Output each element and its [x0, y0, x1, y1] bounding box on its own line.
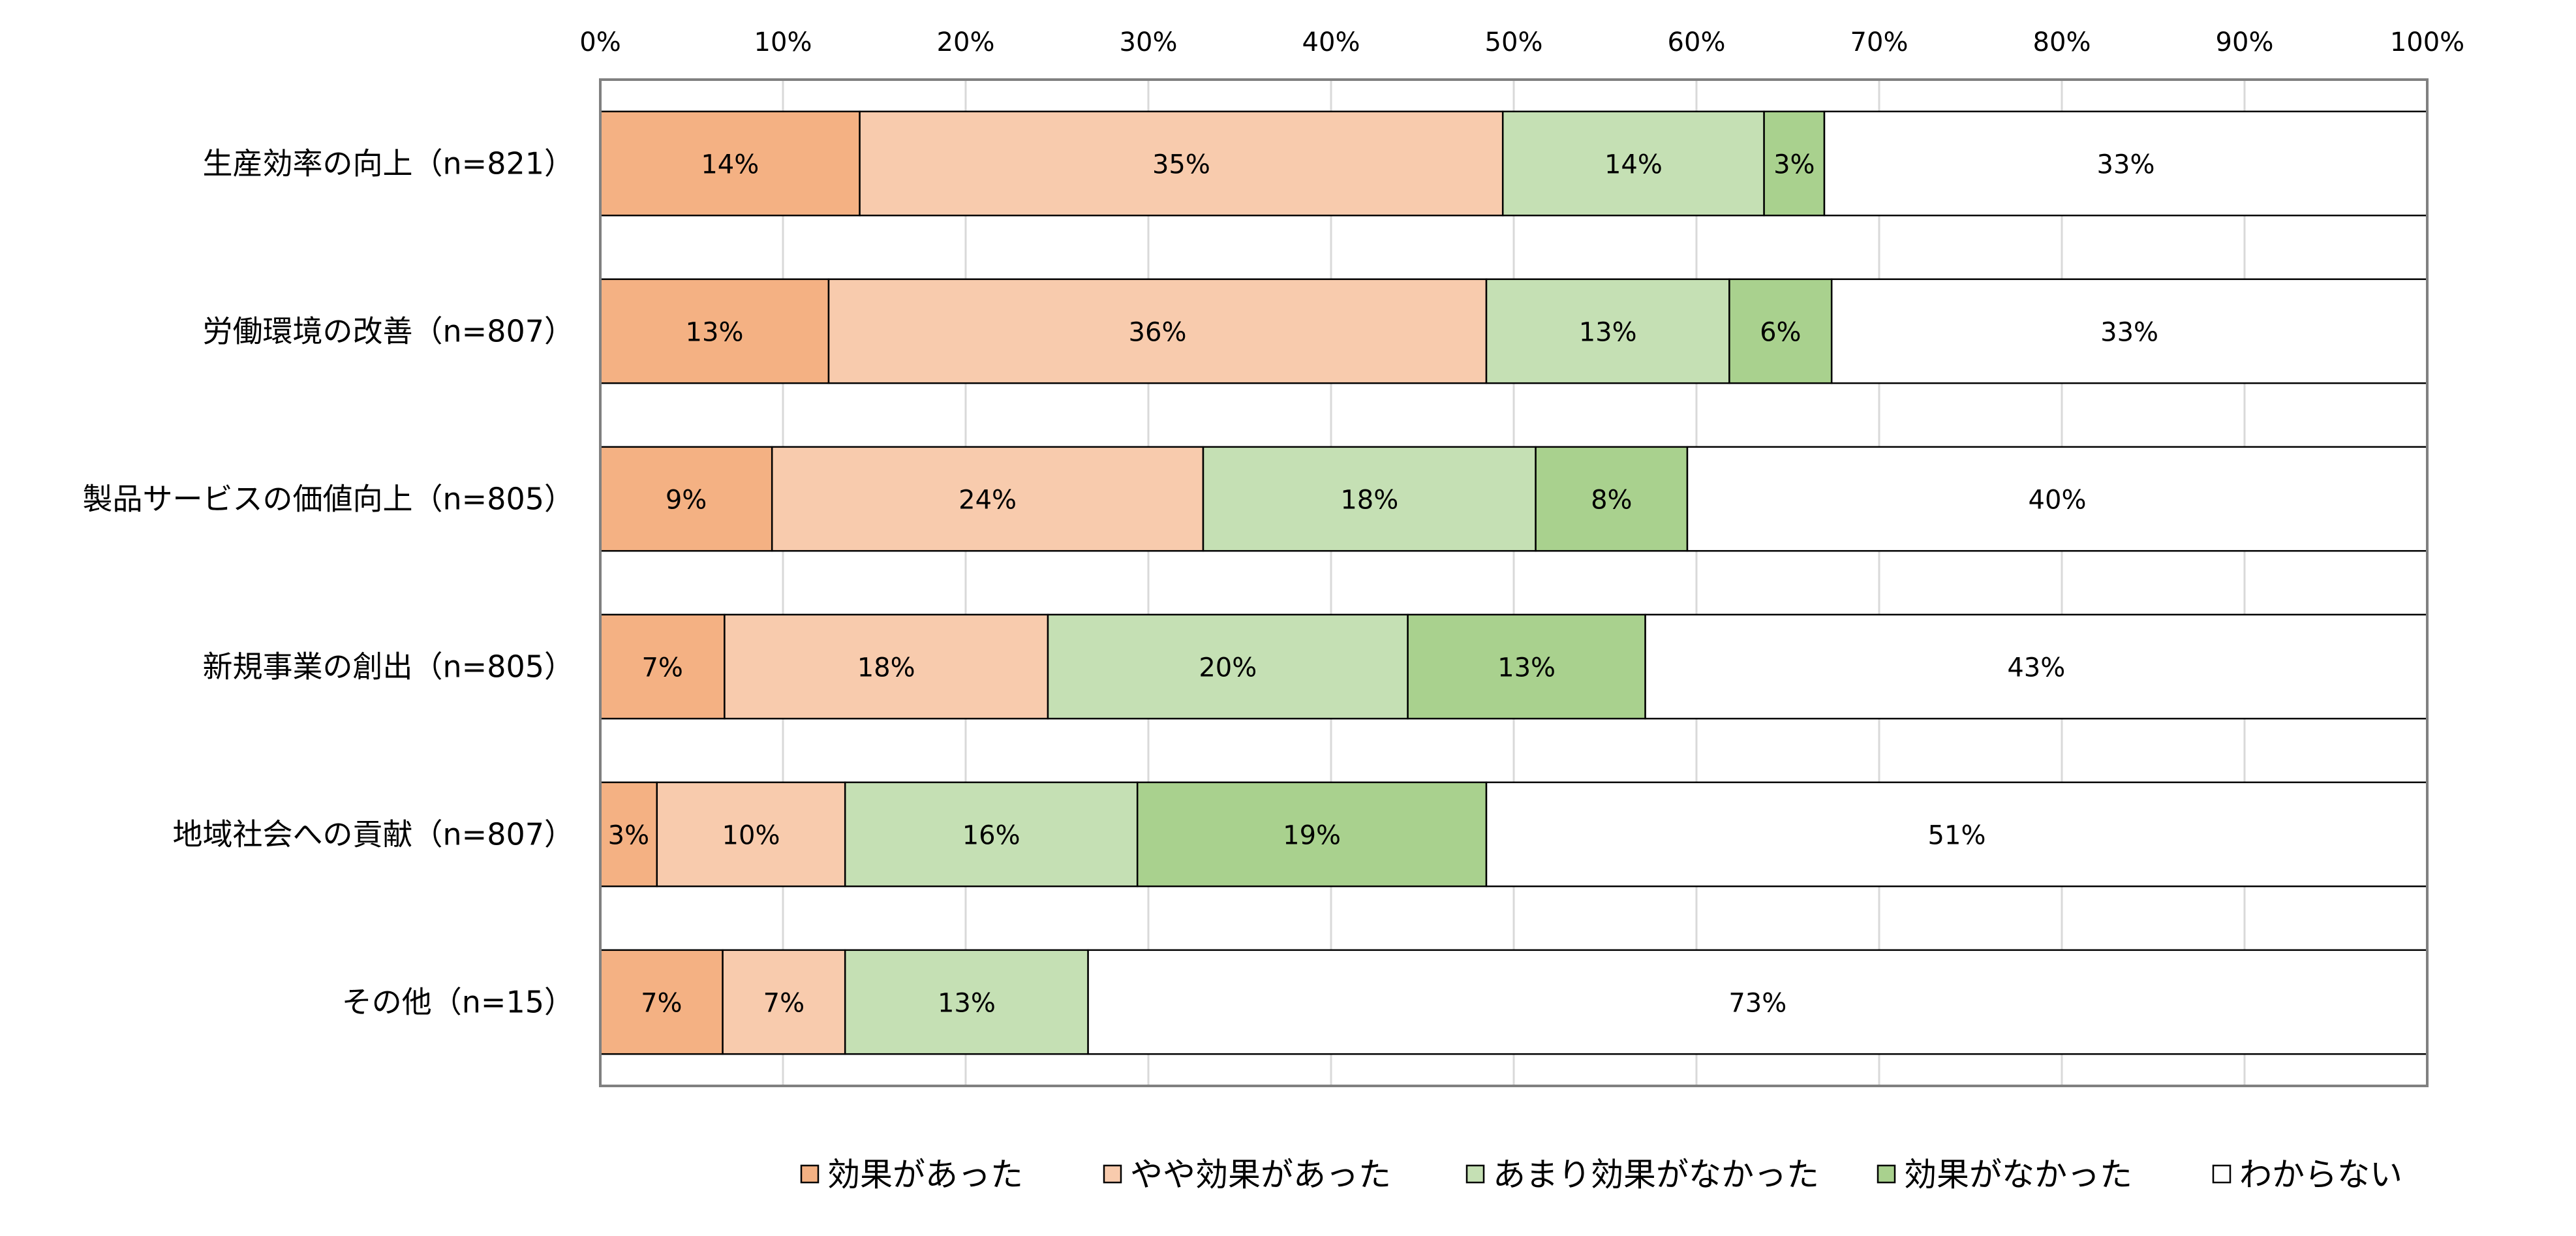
bar-segment	[844, 781, 1139, 888]
x-tick-label: 10%	[754, 27, 812, 57]
data-label: 33%	[2097, 150, 2155, 180]
bar-segment	[1485, 278, 1730, 384]
category-label: 製品サービスの価値向上（n=805）	[83, 482, 575, 517]
bar-segment	[1830, 278, 2429, 384]
bar-segment	[1763, 110, 1826, 217]
bar-segment	[656, 781, 846, 888]
data-label: 40%	[2029, 486, 2087, 516]
data-label: 8%	[1591, 486, 1632, 516]
data-label: 43%	[2007, 653, 2065, 683]
bar-segment	[1047, 613, 1409, 720]
bar-segment	[599, 278, 830, 384]
x-axis-ticks: 0% 10% 20% 30% 40% 50% 60% 70% 80% 90% 100%	[579, 27, 2464, 57]
bar-segment	[859, 110, 1504, 217]
x-tick-label: 80%	[2033, 27, 2091, 57]
category-label: 労働環境の改善（n=807）	[203, 314, 575, 349]
bar-segment	[1686, 446, 2429, 552]
plot-area-border	[599, 78, 2429, 1087]
category-label: 新規事業の創出（n=805）	[203, 649, 575, 685]
data-label: 35%	[1152, 150, 1210, 180]
x-tick-label: 20%	[937, 27, 995, 57]
data-label: 18%	[1340, 486, 1398, 516]
x-tick-label: 50%	[1485, 27, 1543, 57]
legend-swatch	[800, 1164, 820, 1184]
bar-segment	[599, 110, 861, 217]
x-tick-label: 90%	[2216, 27, 2274, 57]
data-label: 7%	[641, 989, 682, 1019]
data-label: 3%	[1773, 150, 1815, 180]
gridlines	[782, 80, 2246, 1086]
bar-segment	[722, 949, 846, 1055]
bar-segment	[724, 613, 1049, 720]
category-labels: 生産効率の向上（n=821） 労働環境の改善（n=807） 製品サービスの価値向上（…	[83, 146, 575, 1020]
bar-segment	[1535, 446, 1689, 552]
x-tick-label: 40%	[1302, 27, 1360, 57]
data-label: 9%	[666, 486, 707, 516]
legend-label: 効果がなかった	[1904, 1156, 2132, 1194]
data-label: 20%	[1199, 653, 1257, 683]
data-label: 19%	[1283, 821, 1341, 851]
data-label: 6%	[1760, 318, 1801, 348]
data-label: 18%	[857, 653, 915, 683]
bar-segment	[844, 949, 1089, 1055]
data-label: 16%	[962, 821, 1020, 851]
data-label: 13%	[1497, 653, 1556, 683]
legend-swatch	[1103, 1164, 1122, 1184]
x-tick-label: 60%	[1668, 27, 1726, 57]
legend-swatch	[1465, 1164, 1485, 1184]
legend-swatch	[1877, 1164, 1896, 1184]
data-label: 7%	[763, 989, 805, 1019]
data-label: 36%	[1129, 318, 1187, 348]
x-tick-label: 0%	[579, 27, 621, 57]
data-label: 14%	[701, 150, 759, 180]
legend-label: わからない	[2239, 1156, 2402, 1194]
bar-segment	[1644, 613, 2429, 720]
legend-swatch	[2212, 1164, 2231, 1184]
legend: 効果があった やや効果があった あまり効果がなかった 効果がなかった わからない	[800, 1156, 2402, 1194]
bar-segment	[599, 949, 724, 1055]
data-label: 13%	[686, 318, 744, 348]
data-label: 3%	[608, 821, 649, 851]
category-label: 生産効率の向上（n=821）	[203, 146, 575, 181]
legend-label: やや効果があった	[1130, 1156, 1391, 1194]
data-label: 13%	[1579, 318, 1637, 348]
bar-segment	[1202, 446, 1537, 552]
bar-segment	[1501, 110, 1765, 217]
legend-label: 効果があった	[827, 1156, 1023, 1194]
data-label: 13%	[938, 989, 996, 1019]
data-label: 10%	[722, 821, 780, 851]
bar-segment	[827, 278, 1488, 384]
data-label: 33%	[2100, 318, 2158, 348]
x-tick-label: 30%	[1120, 27, 1178, 57]
category-label: その他（n=15）	[342, 985, 574, 1020]
x-tick-label: 70%	[1850, 27, 1909, 57]
legend-label: あまり効果がなかった	[1493, 1156, 1819, 1194]
bar-segment	[1407, 613, 1646, 720]
bar-segment	[1823, 110, 2429, 217]
data-label: 14%	[1604, 150, 1663, 180]
bar-segment	[1136, 781, 1488, 888]
data-label: 7%	[641, 653, 682, 683]
bars: 14% 35% 14% 3% 33% 13% 36% 13% 6% 33% 9% 24% 18% 8% 40…	[599, 110, 2429, 1055]
bar-segment	[599, 446, 773, 552]
data-label: 73%	[1728, 989, 1786, 1019]
data-label: 51%	[1928, 821, 1986, 851]
category-label: 地域社会への貢献（n=807）	[173, 817, 575, 852]
bar-segment	[1728, 278, 1833, 384]
data-label: 24%	[958, 486, 1017, 516]
x-tick-label: 100%	[2390, 27, 2464, 57]
